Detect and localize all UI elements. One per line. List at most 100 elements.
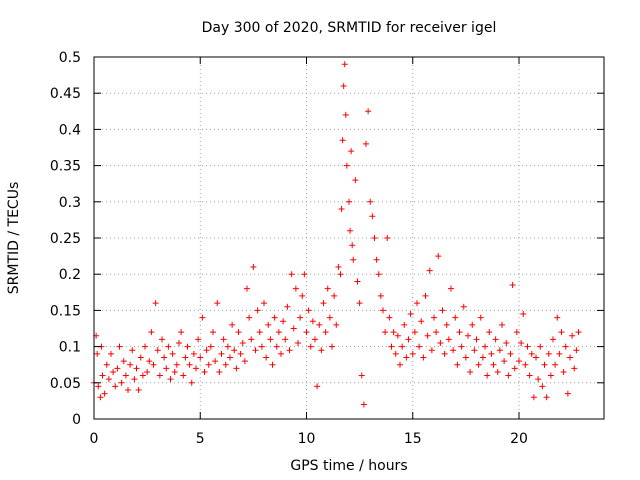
data-point — [148, 329, 155, 336]
data-point — [486, 329, 493, 336]
data-point — [235, 329, 242, 336]
data-point — [150, 361, 157, 368]
y-tick-label: 0.05 — [50, 376, 81, 392]
data-point — [409, 350, 416, 357]
data-point — [167, 376, 174, 383]
data-point — [331, 292, 338, 299]
data-point — [375, 271, 382, 278]
data-point — [477, 314, 484, 321]
data-point — [530, 394, 537, 401]
data-point — [445, 336, 452, 343]
data-point — [314, 383, 321, 390]
data-point — [269, 361, 276, 368]
data-point — [297, 314, 304, 321]
data-point — [518, 339, 525, 346]
data-point — [201, 368, 208, 375]
data-point — [569, 332, 576, 339]
data-point — [469, 321, 476, 328]
data-point — [411, 329, 418, 336]
data-point — [428, 347, 435, 354]
data-point — [263, 354, 270, 361]
data-point — [186, 361, 193, 368]
x-tick-label: 20 — [510, 431, 528, 447]
data-point — [342, 111, 349, 118]
data-point — [471, 347, 478, 354]
data-point — [437, 339, 444, 346]
data-point — [299, 292, 306, 299]
data-point — [244, 285, 250, 292]
data-point — [443, 321, 450, 328]
data-point — [190, 350, 197, 357]
data-point — [405, 336, 412, 343]
data-point — [197, 354, 204, 361]
data-point — [558, 329, 565, 336]
data-point — [337, 271, 344, 278]
data-point — [573, 347, 580, 354]
data-point — [180, 372, 187, 379]
data-point — [465, 332, 471, 339]
y-axis-label: SRMTID / TECUs — [6, 182, 22, 295]
data-point — [273, 343, 280, 350]
data-point — [258, 343, 265, 350]
data-point — [343, 162, 350, 169]
data-point — [188, 379, 195, 386]
x-tick-label: 15 — [404, 431, 422, 447]
data-point — [360, 401, 367, 408]
data-point — [388, 343, 395, 350]
data-point — [380, 307, 386, 314]
data-point — [284, 303, 291, 310]
data-point — [159, 336, 165, 343]
data-point — [341, 61, 348, 68]
data-point — [505, 372, 512, 379]
data-point — [248, 336, 255, 343]
data-point — [384, 235, 391, 241]
data-point — [340, 82, 347, 89]
data-point — [513, 329, 520, 336]
data-point — [349, 242, 356, 249]
data-point — [295, 339, 301, 346]
data-point — [365, 108, 372, 115]
data-point — [250, 263, 257, 270]
data-point — [254, 307, 261, 314]
data-point — [105, 376, 112, 383]
data-point — [516, 358, 522, 365]
data-point — [169, 350, 176, 357]
data-point — [154, 347, 161, 354]
x-tick-label: 0 — [90, 431, 99, 447]
data-point — [367, 198, 374, 205]
data-point — [522, 361, 529, 368]
data-point — [239, 339, 246, 346]
data-point — [356, 300, 363, 307]
data-point — [144, 368, 151, 375]
y-tick-label: 0.5 — [59, 50, 81, 66]
data-point — [146, 358, 153, 365]
data-point — [520, 311, 527, 318]
data-point — [496, 347, 503, 354]
data-point — [112, 383, 119, 390]
data-point — [452, 314, 459, 321]
data-point — [292, 285, 299, 292]
data-point — [350, 256, 357, 263]
x-tick-label: 10 — [298, 431, 316, 447]
data-point — [199, 314, 206, 321]
data-point — [392, 350, 399, 357]
x-axis-label: GPS time / hours — [290, 458, 407, 474]
data-point — [567, 354, 573, 361]
data-point — [184, 343, 191, 350]
data-point — [267, 336, 274, 343]
data-point — [439, 307, 446, 314]
data-point — [554, 314, 561, 321]
data-point — [286, 347, 293, 354]
data-point — [537, 343, 544, 350]
data-point — [426, 267, 433, 274]
data-point — [467, 368, 474, 375]
data-point — [543, 394, 550, 401]
data-point — [435, 253, 442, 260]
data-point — [309, 318, 316, 325]
data-point — [303, 329, 310, 336]
data-point — [318, 347, 325, 354]
data-point — [358, 372, 365, 379]
data-point — [416, 343, 423, 350]
data-point — [394, 332, 401, 339]
data-point — [552, 361, 559, 368]
